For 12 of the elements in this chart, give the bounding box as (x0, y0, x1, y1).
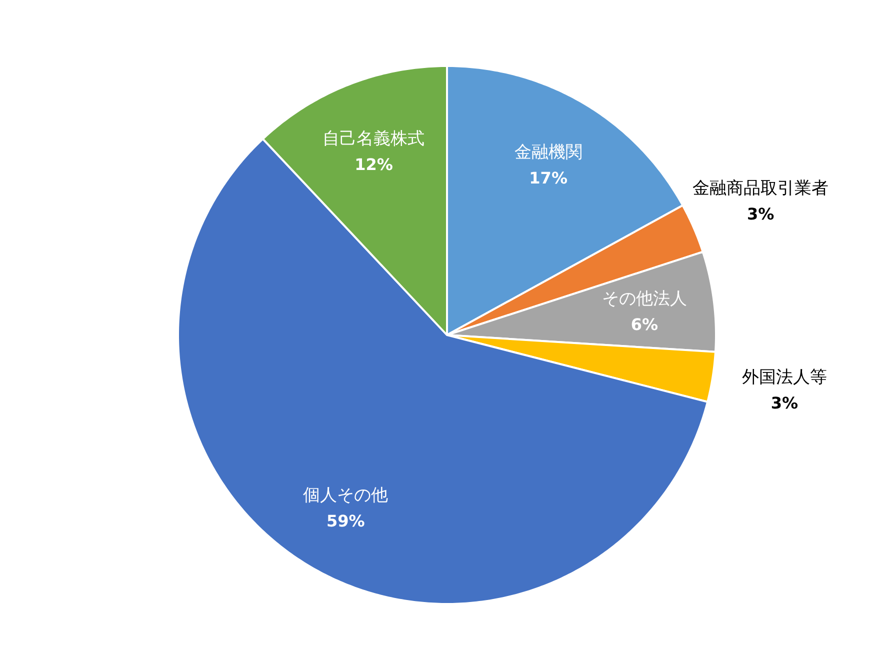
data-label: 59% (326, 511, 365, 530)
slice-label: その他法人 (602, 289, 687, 310)
data-label: 17% (529, 168, 568, 188)
data-label: 6% (630, 315, 658, 334)
data-label: 3% (746, 204, 774, 224)
data-label: 12% (354, 154, 393, 174)
slice-label: 金融商品取引業者 (692, 178, 829, 198)
data-label: 3% (770, 393, 798, 412)
slice-label: 自己名義株式 (322, 128, 425, 149)
slice-label: 金融機関 (514, 142, 582, 163)
slice-label: 外国法人等 (742, 367, 827, 388)
slice-label: 個人その他 (303, 485, 388, 506)
